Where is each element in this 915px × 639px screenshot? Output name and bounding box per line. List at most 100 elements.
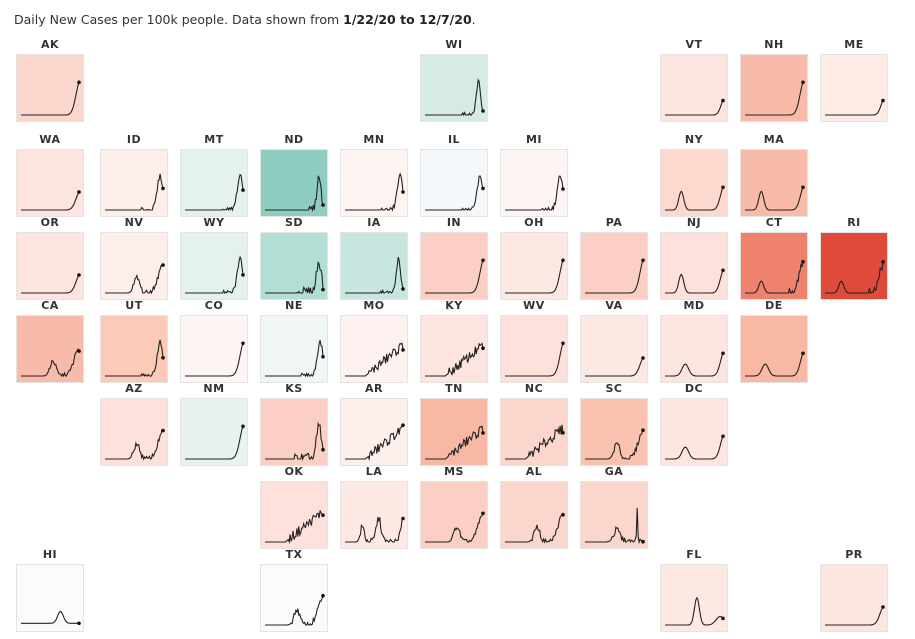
sparkline-last-point bbox=[481, 109, 485, 113]
sparkline-series bbox=[585, 430, 644, 460]
sparkline-last-point bbox=[641, 356, 645, 360]
state-label: IN bbox=[446, 216, 462, 229]
state-label: HI bbox=[42, 548, 58, 561]
state-label: UT bbox=[125, 299, 143, 312]
state-sparkline-box bbox=[260, 232, 328, 300]
sparkline-series bbox=[745, 261, 804, 294]
sparkline-series bbox=[265, 261, 324, 294]
state-label: ID bbox=[126, 133, 142, 146]
sparkline-last-point bbox=[481, 258, 485, 263]
sparkline-series bbox=[665, 100, 724, 116]
state-label: WY bbox=[203, 216, 225, 229]
sparkline-last-point bbox=[401, 423, 405, 427]
state-label: LA bbox=[365, 465, 383, 478]
state-sparkline-box bbox=[16, 315, 84, 383]
sparkline-series bbox=[265, 421, 324, 462]
state-label: VT bbox=[685, 38, 703, 51]
sparkline-series bbox=[585, 357, 644, 377]
sparkline-last-point bbox=[481, 346, 485, 350]
state-sparkline-box bbox=[740, 149, 808, 217]
state-label: OR bbox=[40, 216, 60, 229]
state-sparkline-box bbox=[180, 232, 248, 300]
sparkline-series bbox=[185, 426, 244, 460]
state-label: MA bbox=[763, 133, 785, 146]
state-sparkline-box bbox=[660, 232, 728, 300]
sparkline-series bbox=[425, 342, 484, 377]
sparkline-series bbox=[745, 353, 804, 377]
sparkline-series bbox=[425, 78, 484, 117]
state-sparkline-box bbox=[580, 315, 648, 383]
state-sparkline-box bbox=[580, 398, 648, 466]
state-label: AR bbox=[365, 382, 383, 395]
state-label: MN bbox=[363, 133, 385, 146]
sparkline-last-point bbox=[401, 348, 405, 352]
state-label: NY bbox=[684, 133, 704, 146]
sparkline-last-point bbox=[721, 434, 725, 439]
state-sparkline-box bbox=[16, 232, 84, 300]
state-sparkline-box bbox=[340, 315, 408, 383]
state-sparkline-box bbox=[340, 481, 408, 549]
state-label: NM bbox=[203, 382, 225, 395]
state-sparkline-box bbox=[100, 398, 168, 466]
state-label: CA bbox=[41, 299, 59, 312]
state-sparkline-box bbox=[180, 398, 248, 466]
sparkline-last-point bbox=[161, 356, 165, 360]
sparkline-series bbox=[21, 610, 79, 624]
state-sparkline-box bbox=[420, 149, 488, 217]
sparkline-series bbox=[665, 187, 724, 211]
sparkline-series bbox=[825, 261, 884, 294]
sparkline-series bbox=[345, 516, 404, 543]
sparkline-last-point bbox=[321, 354, 325, 359]
state-sparkline-box bbox=[740, 54, 808, 122]
state-label: NJ bbox=[686, 216, 702, 229]
state-sparkline-box bbox=[100, 149, 168, 217]
sparkline-last-point bbox=[561, 341, 565, 346]
state-label: WV bbox=[523, 299, 545, 312]
sparkline-series bbox=[185, 173, 244, 212]
state-sparkline-box bbox=[660, 315, 728, 383]
sparkline-series bbox=[425, 260, 484, 294]
sparkline-last-point bbox=[881, 98, 885, 103]
state-sparkline-box bbox=[500, 232, 568, 300]
sparkline-last-point bbox=[161, 186, 165, 191]
state-sparkline-box bbox=[660, 54, 728, 122]
state-label: PA bbox=[605, 216, 623, 229]
state-sparkline-box bbox=[420, 232, 488, 300]
state-sparkline-box bbox=[500, 315, 568, 383]
state-label: MI bbox=[525, 133, 543, 146]
sparkline-series bbox=[665, 353, 724, 377]
sparkline-series bbox=[825, 606, 884, 626]
sparkline-last-point bbox=[77, 621, 81, 626]
state-sparkline-box bbox=[340, 398, 408, 466]
state-sparkline-box bbox=[820, 54, 888, 122]
sparkline-last-point bbox=[801, 80, 805, 85]
sparkline-series bbox=[21, 191, 80, 211]
sparkline-last-point bbox=[721, 268, 725, 273]
sparkline-last-point bbox=[721, 98, 725, 103]
state-label: WA bbox=[39, 133, 61, 146]
sparkline-last-point bbox=[321, 447, 325, 452]
sparkline-last-point bbox=[77, 349, 81, 353]
state-sparkline-box bbox=[340, 149, 408, 217]
sparkline-last-point bbox=[481, 186, 485, 191]
state-label: OK bbox=[284, 465, 304, 478]
state-label: KS bbox=[285, 382, 303, 395]
state-label: AL bbox=[525, 465, 543, 478]
state-label: NC bbox=[524, 382, 544, 395]
state-sparkline-box bbox=[660, 398, 728, 466]
sparkline-series bbox=[345, 342, 404, 377]
sparkline-last-point bbox=[561, 187, 565, 191]
state-label: SD bbox=[284, 216, 304, 229]
sparkline-series bbox=[185, 255, 244, 294]
state-label: IA bbox=[367, 216, 381, 229]
sparkline-last-point bbox=[801, 351, 805, 356]
state-sparkline-box bbox=[260, 149, 328, 217]
state-sparkline-box bbox=[100, 232, 168, 300]
sparkline-last-point bbox=[241, 188, 245, 192]
state-label: NV bbox=[124, 216, 144, 229]
sparkline-last-point bbox=[881, 605, 885, 609]
header-date-range: 1/22/20 to 12/7/20 bbox=[343, 12, 472, 27]
sparkline-series bbox=[425, 175, 484, 211]
sparkline-series bbox=[345, 424, 404, 462]
state-label: TN bbox=[445, 382, 463, 395]
